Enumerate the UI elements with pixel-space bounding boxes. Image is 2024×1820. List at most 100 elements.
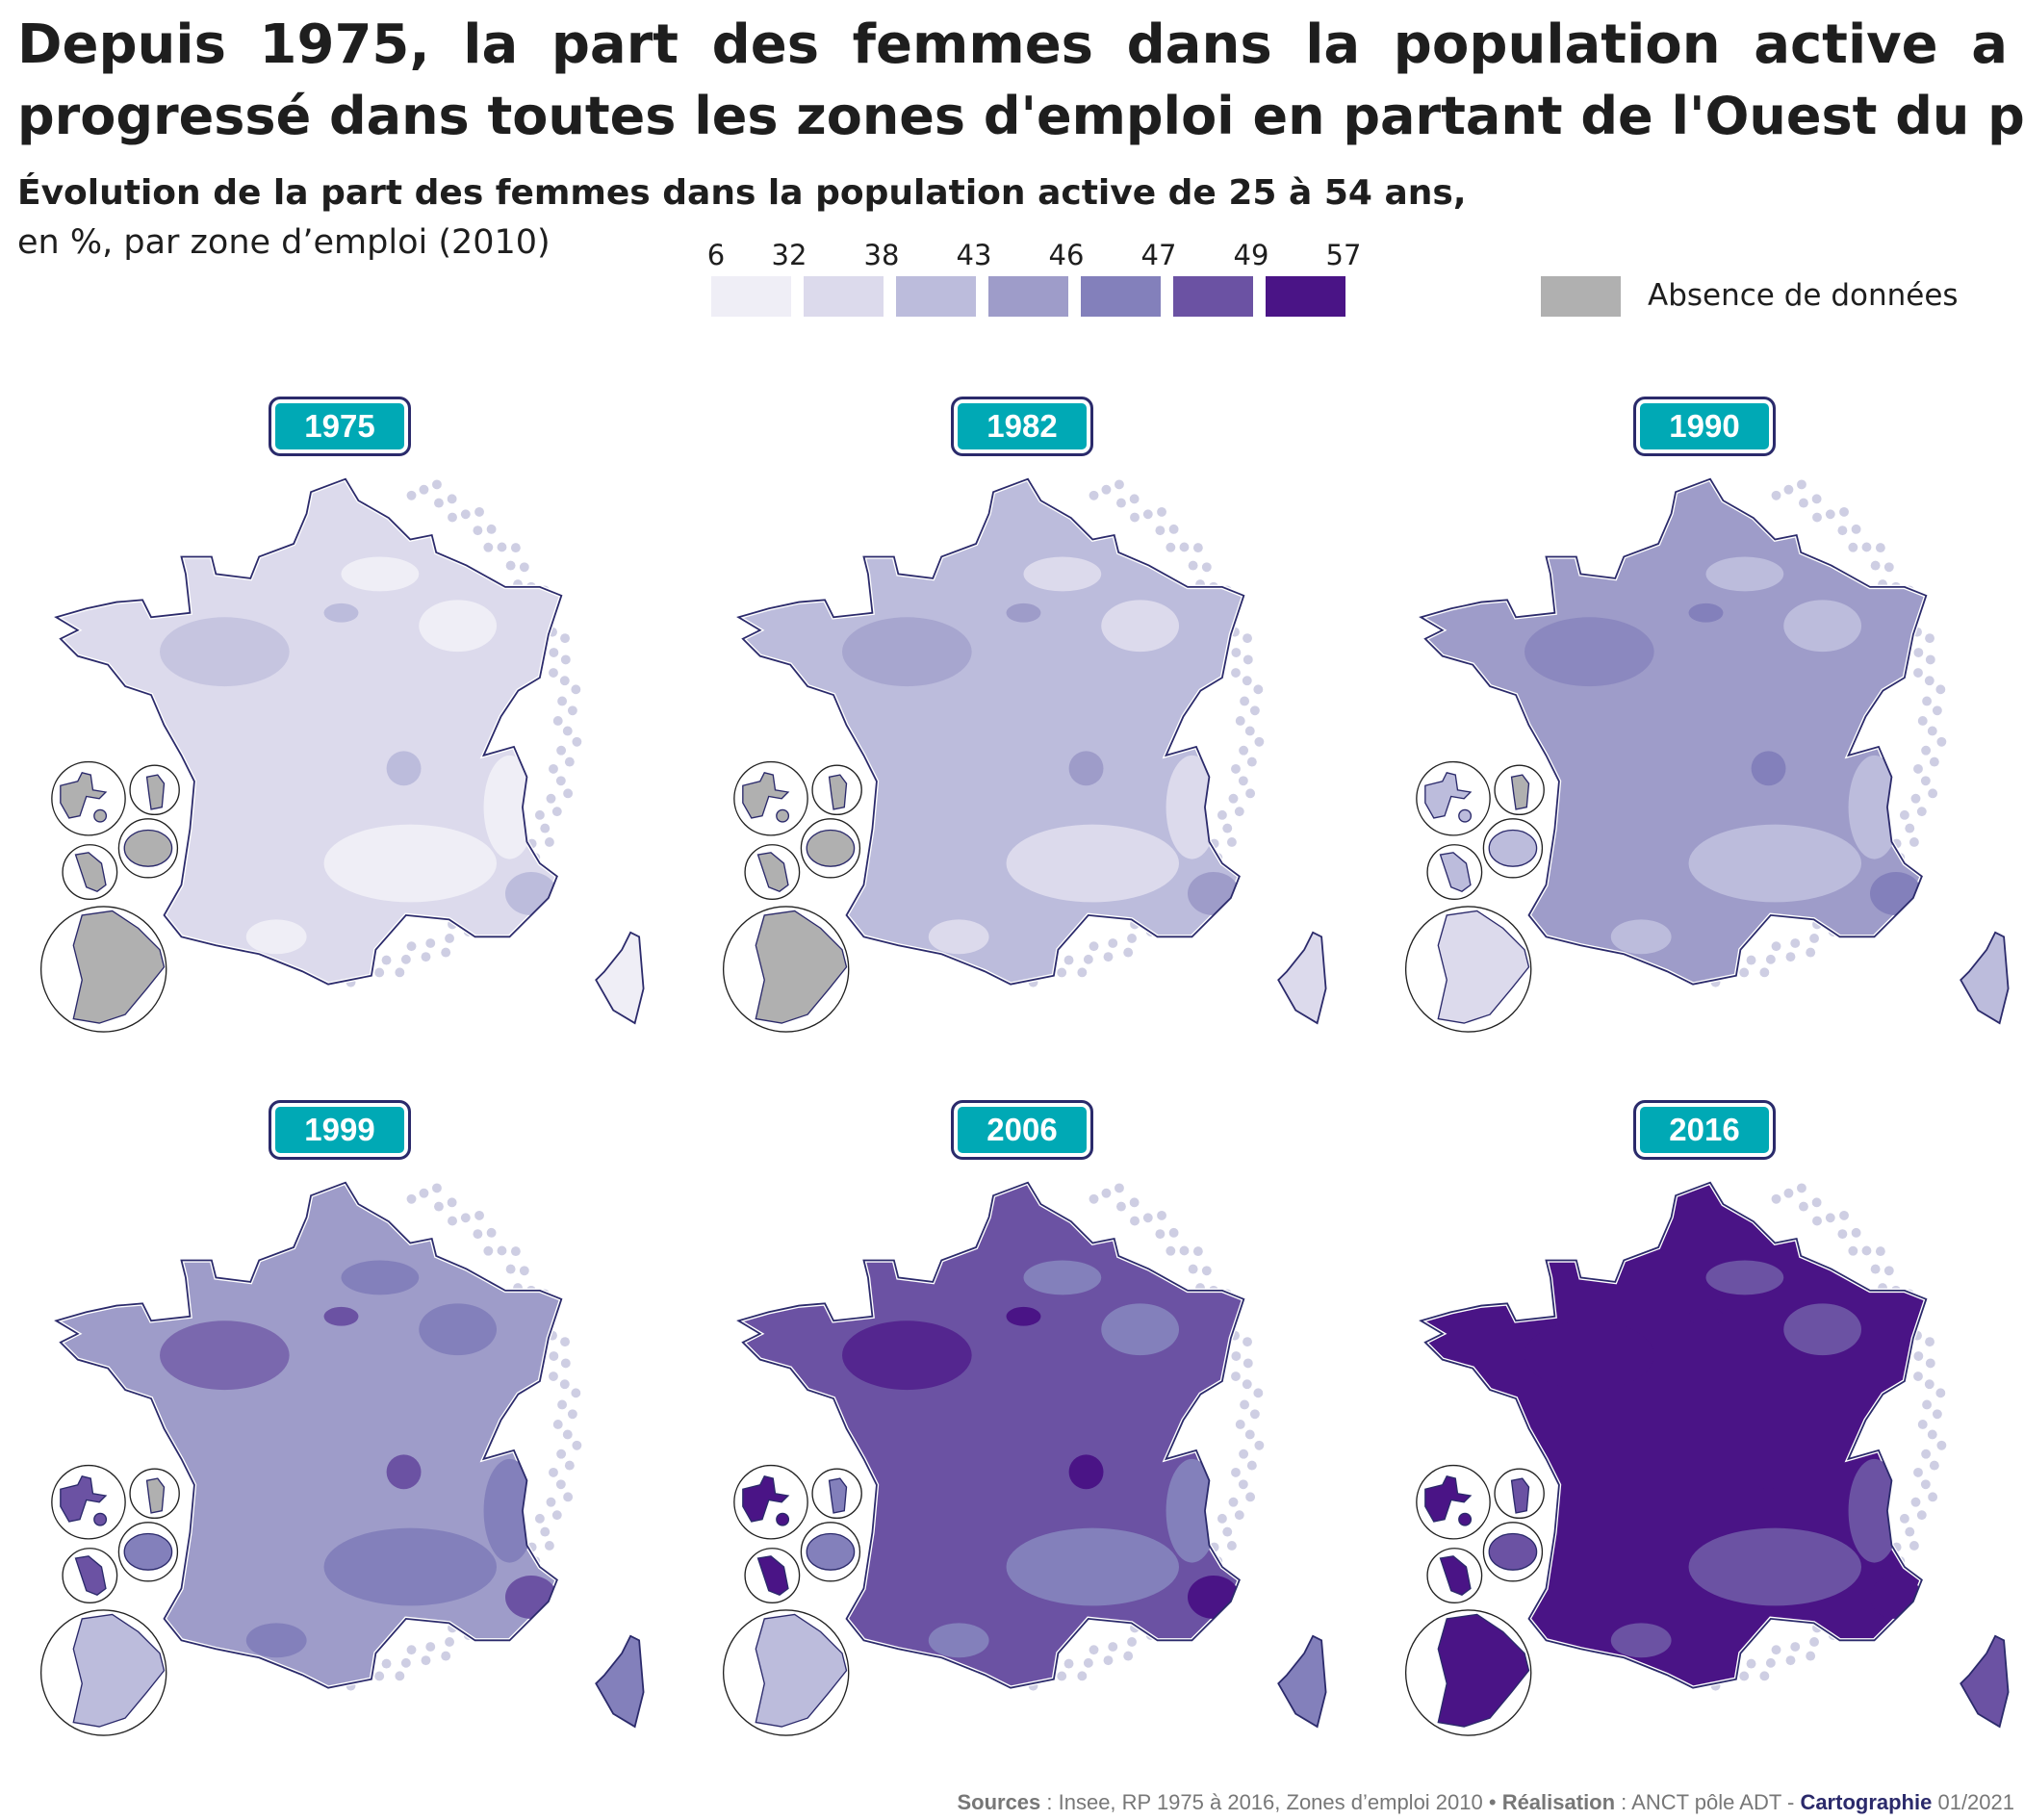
hatch-dot xyxy=(1806,947,1816,958)
hatch-dot xyxy=(421,1655,431,1666)
zone-patch xyxy=(483,755,536,859)
corsica xyxy=(1277,931,1327,1025)
hatch-dot xyxy=(549,648,559,657)
hatch-dot xyxy=(549,668,558,678)
hatch-dot xyxy=(1929,756,1939,767)
zone-patch xyxy=(323,824,498,903)
hatch-dot xyxy=(1083,954,1093,964)
hatch-dot xyxy=(1809,1637,1819,1647)
legend-swatch xyxy=(804,276,884,317)
zone-patch xyxy=(842,617,972,687)
hatch-dot xyxy=(460,509,471,520)
hatch-dot xyxy=(571,684,581,695)
guadeloupe-island xyxy=(776,1512,790,1526)
hatch-dot xyxy=(551,807,562,817)
hatch-dot xyxy=(1899,809,1909,820)
hatch-dot xyxy=(1928,788,1938,799)
zone-patch xyxy=(1006,1527,1180,1606)
corsica xyxy=(1960,931,2010,1025)
map-svg xyxy=(39,1179,645,1736)
zone-patch xyxy=(1688,602,1724,623)
zone-patch xyxy=(245,1623,307,1658)
hatch-dot xyxy=(497,1245,507,1256)
hatch-dot xyxy=(1825,509,1835,520)
guadeloupe-island xyxy=(1458,808,1473,823)
hatch-dot xyxy=(519,1266,529,1276)
hatch-dot xyxy=(1921,745,1932,756)
hatch-dot xyxy=(1192,543,1203,553)
hatch-dot xyxy=(460,1213,471,1223)
legend-break-label: 43 xyxy=(956,239,992,271)
hatch-dot xyxy=(1231,1371,1241,1381)
hatch-dot xyxy=(1057,1671,1067,1681)
hatch-dot xyxy=(1246,756,1257,767)
hatch-dot xyxy=(540,823,551,833)
hatch-dot xyxy=(1809,934,1819,943)
hatch-dot xyxy=(374,1671,385,1681)
guadeloupe-island xyxy=(93,1512,108,1526)
zone-patch xyxy=(1524,617,1654,687)
hatch-dot xyxy=(421,952,431,962)
hatch-dot xyxy=(1083,1657,1093,1668)
hatch-dot xyxy=(1238,776,1248,786)
hatch-dot xyxy=(1188,560,1198,571)
legend-break-label: 38 xyxy=(863,239,900,271)
zone-patch xyxy=(1688,1306,1724,1326)
hatch-dot xyxy=(510,543,521,553)
hatch-dot xyxy=(1123,947,1134,958)
hatch-dot xyxy=(544,1541,554,1551)
hatch-dot xyxy=(556,745,567,756)
hatch-dot xyxy=(1234,807,1244,817)
hatch-dot xyxy=(560,633,570,644)
hatch-dot xyxy=(1222,823,1233,833)
hatch-dot xyxy=(1101,1188,1112,1198)
hatch-dot xyxy=(1910,1497,1921,1507)
hatch-dot xyxy=(571,1388,581,1398)
hatch-dot xyxy=(406,941,417,952)
hatch-dot xyxy=(534,1513,545,1524)
map-svg xyxy=(1404,475,2010,1033)
hatch-dot xyxy=(1837,525,1848,536)
hatch-dot xyxy=(483,1245,494,1256)
legend-swatch xyxy=(1081,276,1161,317)
hatch-dot xyxy=(1188,1264,1198,1274)
hatch-dot xyxy=(1243,1337,1252,1347)
france-mainland xyxy=(1415,475,1930,987)
zone-patches xyxy=(160,1260,557,1658)
hatch-dot xyxy=(1114,1183,1124,1193)
hatch-dot xyxy=(1077,1671,1088,1681)
zone-patch xyxy=(323,1306,359,1326)
map-2006 xyxy=(682,1079,1356,1753)
hatch-dot xyxy=(474,1210,484,1220)
guadeloupe xyxy=(742,772,790,819)
zone-patch xyxy=(1610,919,1672,955)
hatch-dot xyxy=(1771,941,1781,952)
hatch-dot xyxy=(1739,967,1750,978)
footer-credits: Sources : Insee, RP 1975 à 2016, Zones d… xyxy=(957,1790,2014,1815)
hatch-dot xyxy=(441,1651,451,1661)
hatch-dot xyxy=(1848,1245,1858,1256)
guadeloupe-island xyxy=(93,808,108,823)
hatch-dot xyxy=(1142,1213,1153,1223)
hatch-dot xyxy=(1811,494,1822,504)
zone-patch xyxy=(1166,1458,1218,1563)
zone-patches xyxy=(842,1260,1240,1658)
year-badge-1990: 1990 xyxy=(1633,397,1776,456)
hatch-dot xyxy=(1103,1655,1114,1666)
hatch-dot xyxy=(1883,1266,1894,1276)
zone-patch xyxy=(245,919,307,955)
hatch-dot xyxy=(1928,1492,1938,1502)
hatch-dot xyxy=(1799,1201,1808,1212)
mayotte xyxy=(145,1477,166,1514)
hatch-dot xyxy=(448,512,457,523)
hatch-dot xyxy=(419,484,429,495)
hatch-dot xyxy=(534,809,545,820)
zone-patch xyxy=(928,1623,989,1658)
legend-break-label: 47 xyxy=(1140,239,1177,271)
hatch-dot xyxy=(1746,955,1756,965)
hatch-dot xyxy=(447,1197,457,1208)
hatch-dot xyxy=(1130,1216,1140,1226)
reunion xyxy=(806,829,856,867)
hatch-dot xyxy=(1905,1526,1915,1537)
hatch-dot xyxy=(1913,1467,1923,1477)
